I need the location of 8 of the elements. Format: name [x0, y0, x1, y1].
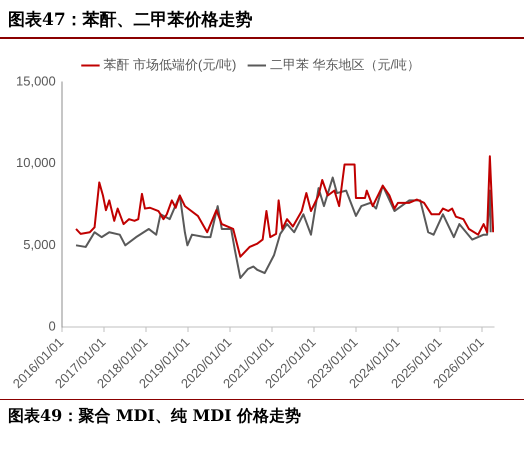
- y-tick-label: 5,000: [23, 236, 56, 252]
- y-tick-label: 0: [48, 318, 56, 334]
- legend-label: 苯酐 市场低端价(元/吨): [103, 57, 236, 72]
- text: 图表49：聚合 MDI、纯 MDI 价格走势: [0, 400, 524, 433]
- y-tick-label: 10,000: [16, 155, 56, 170]
- legend-label: 二甲苯 华东地区（元/吨）: [270, 57, 420, 72]
- y-tick-label: 15,000: [16, 74, 56, 89]
- chart-title: 图表47：苯酐、二甲苯价格走势: [0, 0, 524, 39]
